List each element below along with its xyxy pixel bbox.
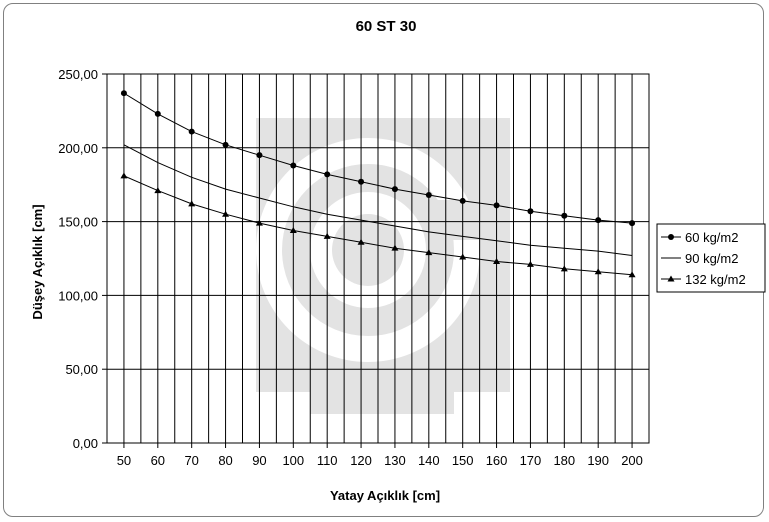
series-2 <box>123 144 633 256</box>
y-tick-label: 0,00 <box>73 436 98 451</box>
data-point <box>527 208 534 215</box>
legend-label: 60 kg/m2 <box>685 230 738 245</box>
data-point <box>120 90 127 97</box>
x-tick-label: 50 <box>117 453 131 468</box>
x-tick-label: 100 <box>282 453 304 468</box>
legend-item: 90 kg/m2 <box>661 251 738 266</box>
data-point <box>561 212 568 219</box>
data-point <box>222 210 230 217</box>
data-point <box>459 197 466 204</box>
data-point <box>255 219 263 226</box>
data-point <box>628 271 636 278</box>
data-point <box>425 192 432 199</box>
x-tick-label: 160 <box>486 453 508 468</box>
data-point <box>560 265 568 272</box>
legend-item: 60 kg/m2 <box>661 230 738 245</box>
data-point <box>391 186 398 193</box>
data-point <box>358 178 365 185</box>
x-tick-label: 110 <box>317 453 338 468</box>
data-point <box>629 220 636 227</box>
series-1 <box>120 90 636 227</box>
x-tick-label: 170 <box>520 453 542 468</box>
data-point <box>459 253 467 260</box>
x-tick-label: 150 <box>452 453 474 468</box>
data-point <box>256 152 263 159</box>
data-point <box>188 128 195 135</box>
y-tick-label: 50,00 <box>65 362 98 377</box>
data-point <box>425 249 433 256</box>
x-tick-label: 80 <box>218 453 232 468</box>
x-tick-label: 140 <box>418 453 440 468</box>
series-3 <box>120 172 636 278</box>
x-tick-label: 90 <box>252 453 266 468</box>
data-point <box>391 244 399 251</box>
data-point <box>323 232 331 239</box>
data-point <box>154 110 161 117</box>
legend-item: 132 kg/m2 <box>661 272 746 287</box>
legend: 60 kg/m2 90 kg/m2 132 kg/m2 <box>656 223 766 293</box>
x-tick-label: 120 <box>350 453 372 468</box>
x-tick-label: 200 <box>621 453 643 468</box>
plot-area-border <box>106 73 650 444</box>
data-point <box>526 260 534 267</box>
series-line <box>123 92 633 224</box>
series-line <box>123 175 633 276</box>
legend-label: 90 kg/m2 <box>685 251 738 266</box>
data-point <box>222 141 229 148</box>
data-point <box>667 275 675 282</box>
data-point <box>493 257 501 264</box>
data-point <box>668 234 674 240</box>
series-layer <box>120 90 636 278</box>
x-tick-label: 70 <box>184 453 198 468</box>
tick-labels: 50 60 70 80 90 100 110 120 130 140 150 160 170 180 190… <box>58 67 643 468</box>
x-axis-label: Yatay Açıklık [cm] <box>330 488 440 503</box>
data-point <box>595 217 602 224</box>
x-tick-label: 190 <box>587 453 609 468</box>
y-axis-label: Düşey Açıklık [cm] <box>30 204 45 319</box>
data-point <box>324 171 331 178</box>
x-tick-label: 60 <box>151 453 165 468</box>
data-point <box>289 226 297 233</box>
data-point <box>290 162 297 169</box>
data-point <box>493 202 500 209</box>
data-point <box>154 187 162 194</box>
y-tick-label: 150,00 <box>58 215 98 230</box>
y-tick-label: 250,00 <box>58 67 98 82</box>
series-line <box>123 144 633 256</box>
x-tick-label: 130 <box>384 453 406 468</box>
y-tick-label: 200,00 <box>58 141 98 156</box>
data-point <box>594 268 602 275</box>
y-tick-label: 100,00 <box>58 288 98 303</box>
data-point <box>188 200 196 207</box>
data-point <box>120 172 128 179</box>
data-point <box>357 238 365 245</box>
legend-label: 132 kg/m2 <box>685 272 746 287</box>
x-tick-label: 180 <box>553 453 575 468</box>
chart-title: 60 ST 30 <box>356 18 417 35</box>
grid-lines <box>107 73 649 444</box>
